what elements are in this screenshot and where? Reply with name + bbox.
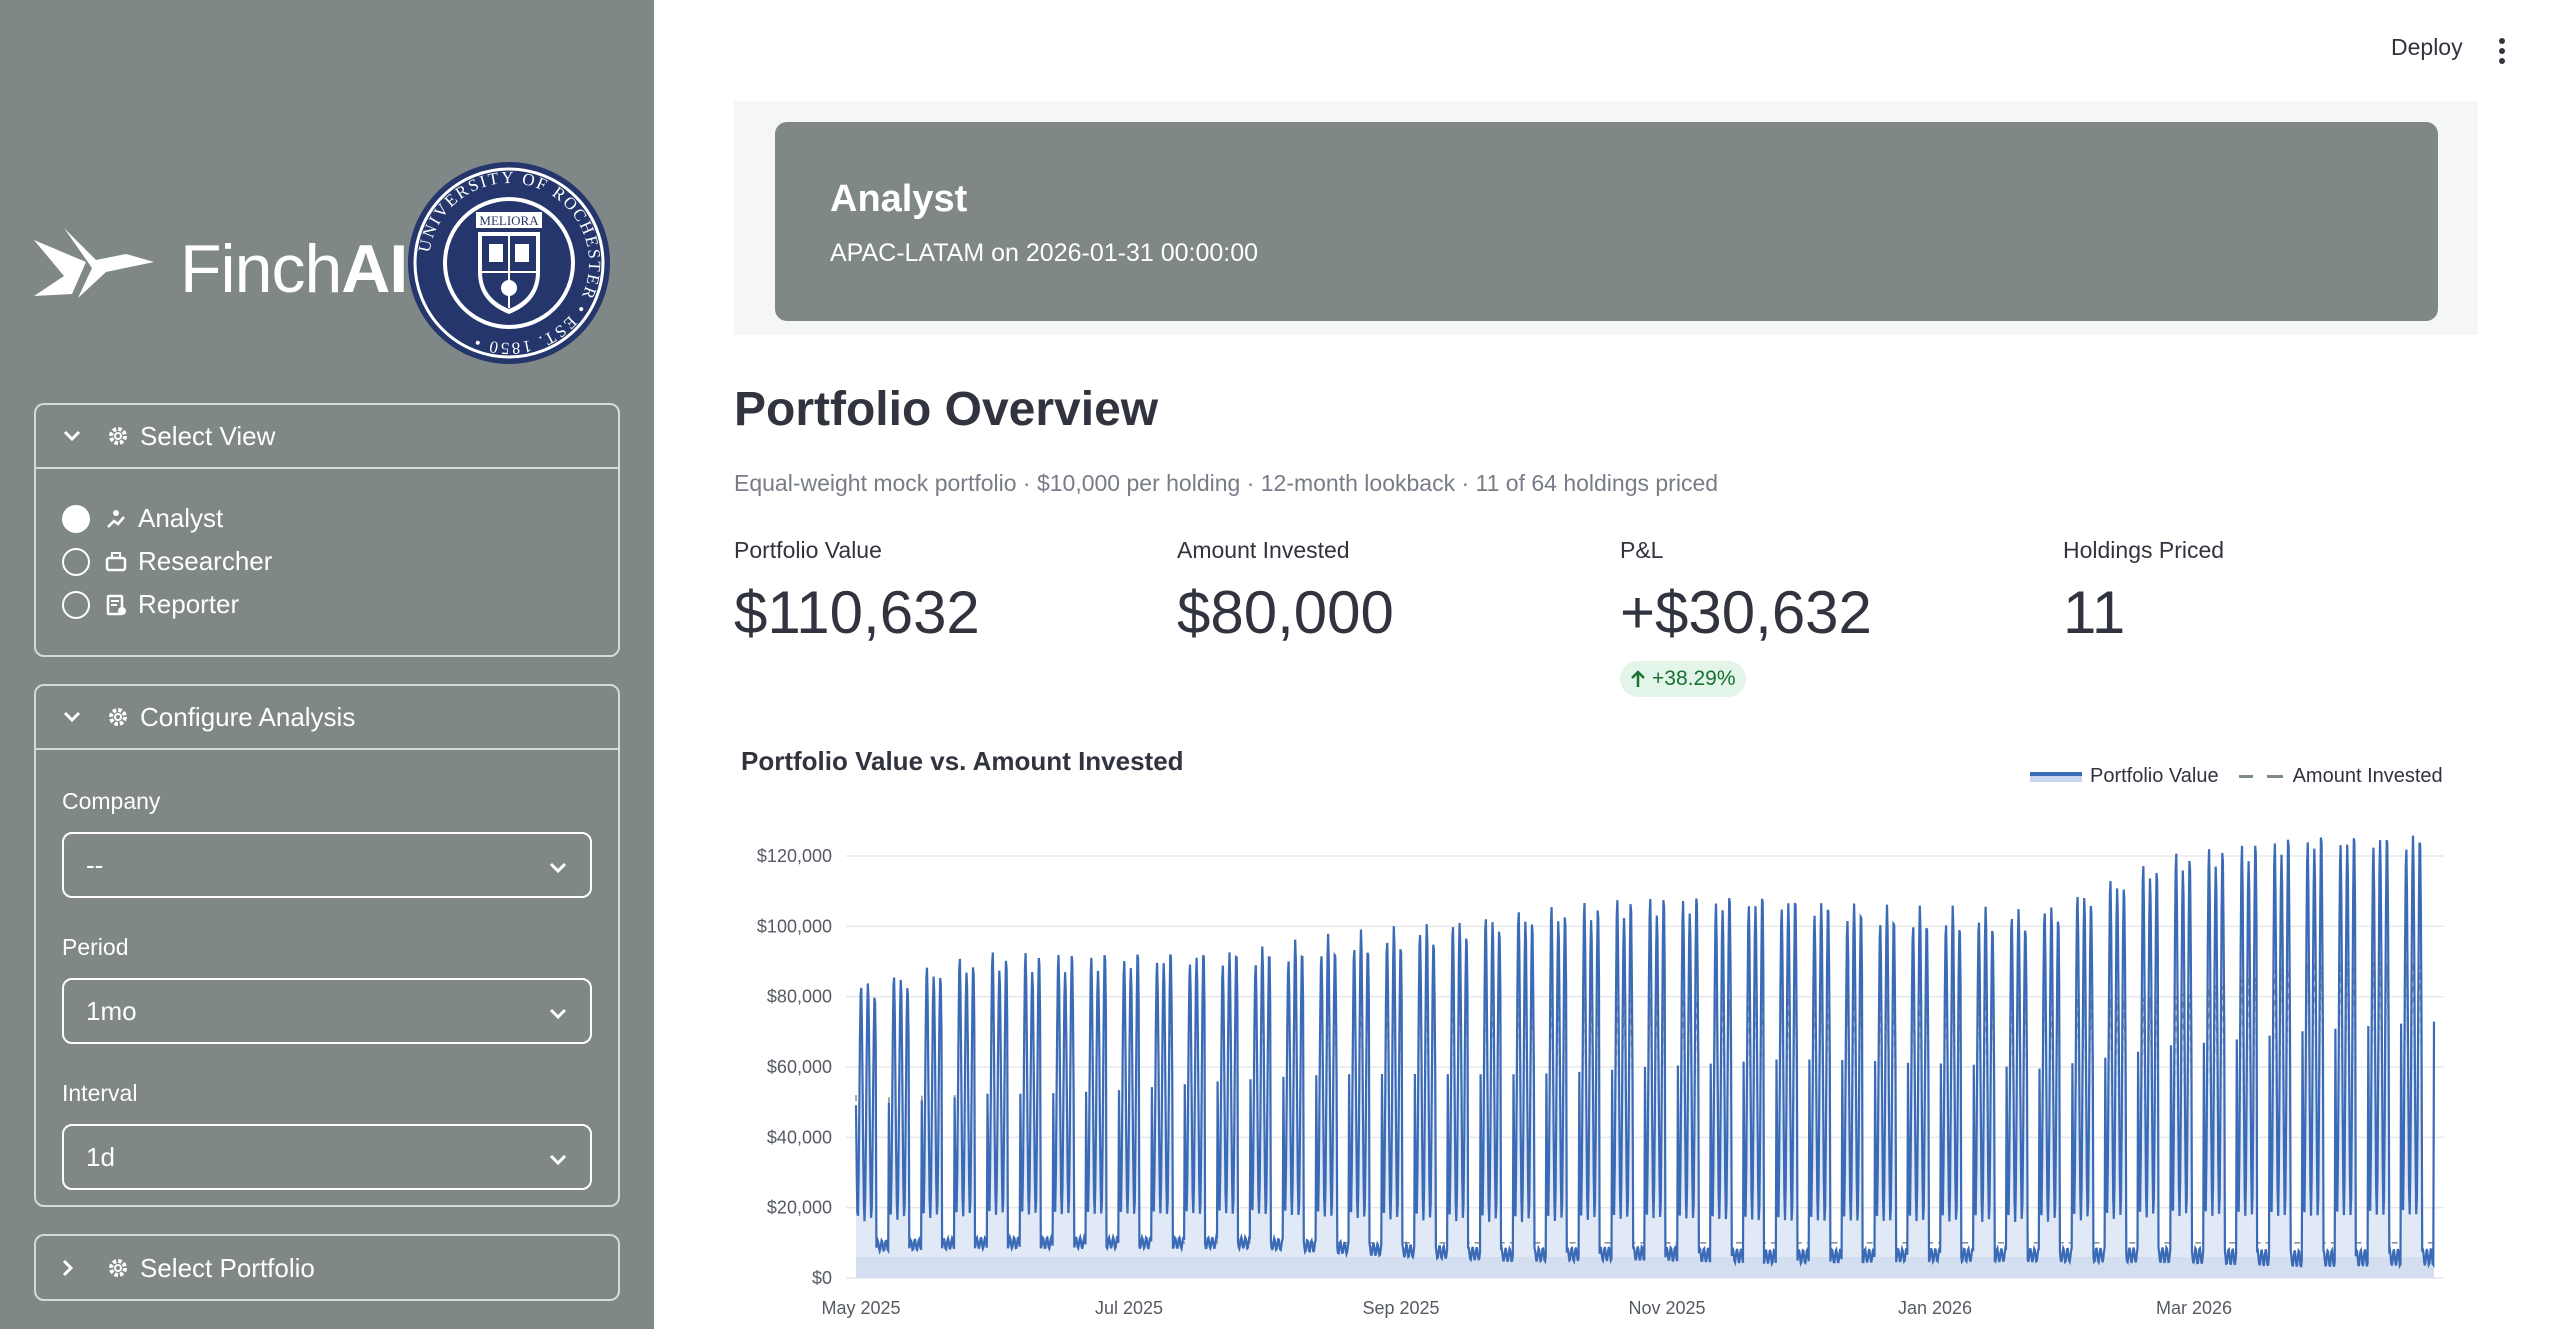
x-tick-label: Mar 2026	[2156, 1298, 2232, 1318]
delta-value: +38.29%	[1652, 667, 1736, 690]
radio-researcher[interactable]: Researcher	[62, 540, 592, 583]
metric-value: 11	[2063, 579, 2126, 646]
interval-label: Interval	[62, 1080, 138, 1106]
pnl-delta-badge: +38.29%	[1620, 661, 1746, 697]
gear-icon	[106, 1256, 132, 1280]
period-select[interactable]: 1mo	[62, 978, 592, 1044]
company-select-value: --	[86, 849, 104, 880]
svg-text:MELIORA: MELIORA	[479, 213, 539, 228]
university-seal-logo: UNIVERSITY OF ROCHESTER • EST. 1850 • ME…	[408, 162, 610, 364]
period-select-value: 1mo	[86, 995, 137, 1026]
metric-holdings-priced: Holdings Priced 11	[2063, 537, 2224, 647]
analyst-icon	[104, 507, 130, 531]
researcher-icon	[104, 550, 130, 574]
metric-amount-invested: Amount Invested $80,000	[1177, 537, 1394, 647]
radio-label: Researcher	[138, 546, 273, 576]
legend-swatch-portfolio-value	[2030, 771, 2082, 782]
select-view-header[interactable]: Select View	[36, 405, 618, 469]
gear-icon	[106, 705, 132, 729]
logo-row: FinchAI UNIVERSITY OF ROCHESTER • EST. 1…	[34, 160, 618, 370]
interval-select[interactable]: 1d	[62, 1124, 592, 1190]
radio-analyst[interactable]: Analyst	[62, 497, 592, 540]
metric-label: Amount Invested	[1177, 537, 1350, 563]
legend-label-portfolio-value[interactable]: Portfolio Value	[2090, 765, 2219, 787]
radio-button-checked[interactable]	[62, 504, 90, 533]
chart-title: Portfolio Value vs. Amount Invested	[741, 746, 1184, 776]
x-tick-label: Sep 2025	[1362, 1298, 1439, 1318]
header-title: Analyst	[830, 178, 968, 220]
deploy-button[interactable]: Deploy	[2391, 34, 2463, 60]
radio-button[interactable]	[62, 590, 90, 619]
select-portfolio-title: Select Portfolio	[140, 1252, 315, 1283]
header-card: Analyst APAC-LATAM on 2026-01-31 00:00:0…	[775, 122, 2438, 321]
chevron-down-icon	[548, 996, 568, 1027]
company-label: Company	[62, 788, 161, 814]
chevron-down-icon	[548, 850, 568, 881]
y-tick-label: $100,000	[757, 916, 832, 936]
x-tick-label: Jan 2026	[1898, 1298, 1972, 1318]
chevron-down-icon	[548, 1142, 568, 1173]
page-caption: Equal-weight mock portfolio · $10,000 pe…	[734, 470, 1719, 496]
metric-label: Holdings Priced	[2063, 537, 2225, 563]
legend-label-amount-invested[interactable]: Amount Invested	[2292, 765, 2443, 787]
chart-legend: Portfolio Value Amount Invested	[2030, 765, 2443, 788]
portfolio-value-line	[854, 835, 2436, 1270]
y-tick-label: $60,000	[767, 1057, 832, 1077]
company-select[interactable]: --	[62, 832, 592, 898]
metric-label: P&L	[1620, 537, 1664, 563]
metric-label: Portfolio Value	[734, 537, 882, 563]
brand-name: FinchAI	[180, 230, 408, 308]
x-tick-label: Jul 2025	[1095, 1298, 1163, 1318]
metric-pnl: P&L +$30,632	[1620, 537, 1872, 647]
brand-name-bold: AI	[341, 231, 408, 307]
portfolio-chart[interactable]: $0 $20,000 $40,000 $60,000 $80,000 $100,000 $1…	[734, 830, 2454, 1329]
metric-portfolio-value: Portfolio Value $110,632	[734, 537, 980, 647]
y-tick-label: $80,000	[767, 987, 832, 1007]
brand-name-light: Finch	[180, 231, 342, 307]
x-tick-label: May 2025	[821, 1298, 900, 1318]
x-tick-label: Nov 2025	[1628, 1298, 1705, 1318]
chevron-down-icon	[62, 711, 84, 723]
arrow-up-icon	[1630, 670, 1646, 688]
interval-select-value: 1d	[86, 1141, 115, 1172]
chevron-down-icon	[62, 430, 84, 442]
page-title: Portfolio Overview	[734, 383, 1159, 436]
select-portfolio-header[interactable]: Select Portfolio	[36, 1236, 618, 1300]
sidebar: FinchAI UNIVERSITY OF ROCHESTER • EST. 1…	[0, 0, 654, 1329]
y-tick-label: $120,000	[757, 846, 832, 866]
metric-value: $80,000	[1177, 579, 1394, 646]
select-view-title: Select View	[140, 420, 276, 451]
configure-analysis-title: Configure Analysis	[140, 701, 356, 732]
gear-icon	[106, 424, 132, 448]
period-label: Period	[62, 934, 129, 960]
finch-bird-logo-icon	[34, 228, 154, 298]
more-options-icon[interactable]	[2495, 36, 2509, 71]
select-view-panel: Select View Analyst Researcher	[34, 403, 620, 657]
radio-reporter[interactable]: Reporter	[62, 583, 592, 626]
legend-swatch-amount-invested	[2238, 775, 2283, 778]
reporter-icon	[104, 593, 130, 617]
y-tick-label: $20,000	[767, 1198, 832, 1218]
configure-analysis-header[interactable]: Configure Analysis	[36, 686, 618, 750]
metric-value: $110,632	[734, 579, 980, 646]
y-tick-label: $40,000	[767, 1127, 832, 1147]
chevron-right-icon	[62, 1258, 84, 1278]
radio-button[interactable]	[62, 547, 90, 576]
radio-label: Reporter	[138, 589, 240, 619]
select-portfolio-panel: Select Portfolio	[34, 1234, 620, 1301]
radio-label: Analyst	[138, 503, 224, 533]
y-tick-label: $0	[812, 1268, 832, 1288]
header-subtitle: APAC-LATAM on 2026-01-31 00:00:00	[830, 239, 1259, 267]
metric-value: +$30,632	[1620, 579, 1872, 646]
configure-analysis-panel: Configure Analysis Company -- Period 1mo…	[34, 684, 620, 1207]
